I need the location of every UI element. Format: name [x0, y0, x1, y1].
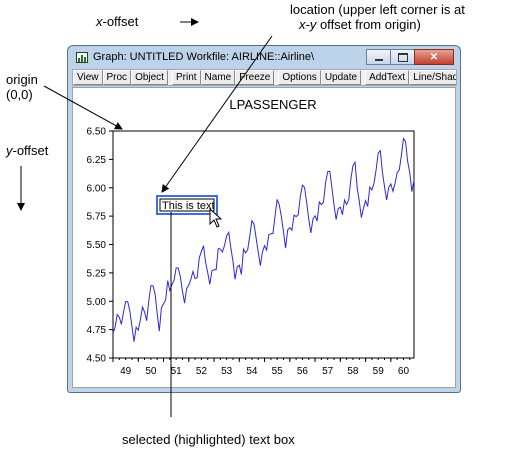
toolbar-button-print[interactable]: Print	[171, 70, 201, 85]
textbox-label[interactable]: This is text	[162, 200, 215, 212]
x-tick-label: 60	[398, 366, 410, 377]
toolbar-button-object[interactable]: Object	[131, 70, 168, 85]
location-arrow	[161, 35, 273, 193]
x-tick-label: 53	[221, 366, 233, 377]
location-line-1: location (upper left corner is at	[290, 2, 465, 17]
x-tick-label: 59	[373, 366, 385, 377]
maximize-button[interactable]	[390, 49, 415, 65]
line-chart: LPASSENGER 4.50 4.75 5.00 5.25 5.50 5.75 6.00 6…	[87, 97, 415, 377]
mouse-cursor-icon	[209, 207, 223, 228]
x-offset-rest: -offset	[102, 14, 139, 29]
graph-toolbar: View Proc Object Print Name Freeze Options Upda…	[72, 69, 457, 86]
y-tick-label: 6.50	[87, 127, 107, 138]
window-controls: ✕	[366, 49, 454, 65]
graph-app-icon	[76, 51, 88, 63]
location-xy-var: x-y	[299, 17, 317, 32]
origin-coords: (0,0)	[6, 87, 33, 102]
y-tick-label: 4.50	[87, 354, 107, 365]
x-tick-label: 55	[272, 366, 284, 377]
x-offset-var: x	[96, 14, 103, 29]
y-tick-label: 5.25	[87, 268, 107, 279]
toolbar-button-update[interactable]: Update	[320, 70, 362, 85]
origin-label: origin	[6, 72, 38, 87]
origin-callout: origin (0,0)	[6, 72, 38, 102]
x-tick-label: 57	[322, 366, 334, 377]
toolbar-button-view[interactable]: View	[73, 70, 103, 85]
toolbar-button-addtext[interactable]: AddText	[365, 70, 410, 85]
textbox-selection-outline	[156, 195, 218, 215]
textbox-frame	[159, 198, 215, 212]
toolbar-button-line-shade[interactable]: Line/Shade	[409, 70, 456, 85]
x-tick-label: 56	[297, 366, 309, 377]
y-offset-callout: y-offset	[6, 143, 48, 158]
y-tick-label: 5.50	[87, 240, 107, 251]
location-callout: location (upper left corner is at x-y of…	[290, 2, 465, 32]
location-line-2: x-y offset from origin)	[290, 17, 465, 32]
graph-window: Graph: UNTITLED Workfile: AIRLINE::Airli…	[67, 45, 461, 393]
location-line-2-rest: offset from origin)	[316, 17, 421, 32]
y-offset-var: y	[6, 143, 13, 158]
toolbar-button-name[interactable]: Name	[200, 70, 236, 85]
x-tick-label: 58	[347, 366, 359, 377]
y-offset-rest: -offset	[12, 143, 49, 158]
x-tick-label: 50	[145, 366, 157, 377]
maximize-icon	[397, 52, 408, 62]
chart-title: LPASSENGER	[229, 97, 316, 112]
x-tick-label: 54	[246, 366, 258, 377]
graph-area[interactable]: LPASSENGER 4.50 4.75 5.00 5.25 5.50 5.75 6.00 6…	[72, 87, 456, 388]
x-tick-label: 49	[120, 366, 132, 377]
y-tick-label: 5.00	[87, 297, 107, 308]
origin-arrow	[43, 85, 123, 130]
x-offset-callout: x-offset	[96, 14, 138, 29]
close-button[interactable]: ✕	[414, 49, 454, 65]
y-tick-label: 6.00	[87, 183, 107, 194]
y-tick-label: 4.75	[87, 325, 107, 336]
selected-callout: selected (highlighted) text box	[122, 432, 295, 447]
minimize-icon	[374, 59, 383, 61]
close-icon: ✕	[429, 51, 439, 63]
axes: 4.50 4.75 5.00 5.25 5.50 5.75 6.00 6.25 6.50 49 50…	[87, 127, 415, 377]
x-tick-label: 51	[171, 366, 183, 377]
toolbar-button-proc[interactable]: Proc	[102, 70, 132, 85]
series-line-lpassenger	[112, 137, 415, 342]
y-tick-label: 5.75	[87, 212, 107, 223]
x-tick-label: 52	[196, 366, 208, 377]
y-tick-label: 6.25	[87, 155, 107, 166]
toolbar-button-options[interactable]: Options	[278, 70, 321, 85]
text-object[interactable]: This is text	[156, 195, 218, 215]
